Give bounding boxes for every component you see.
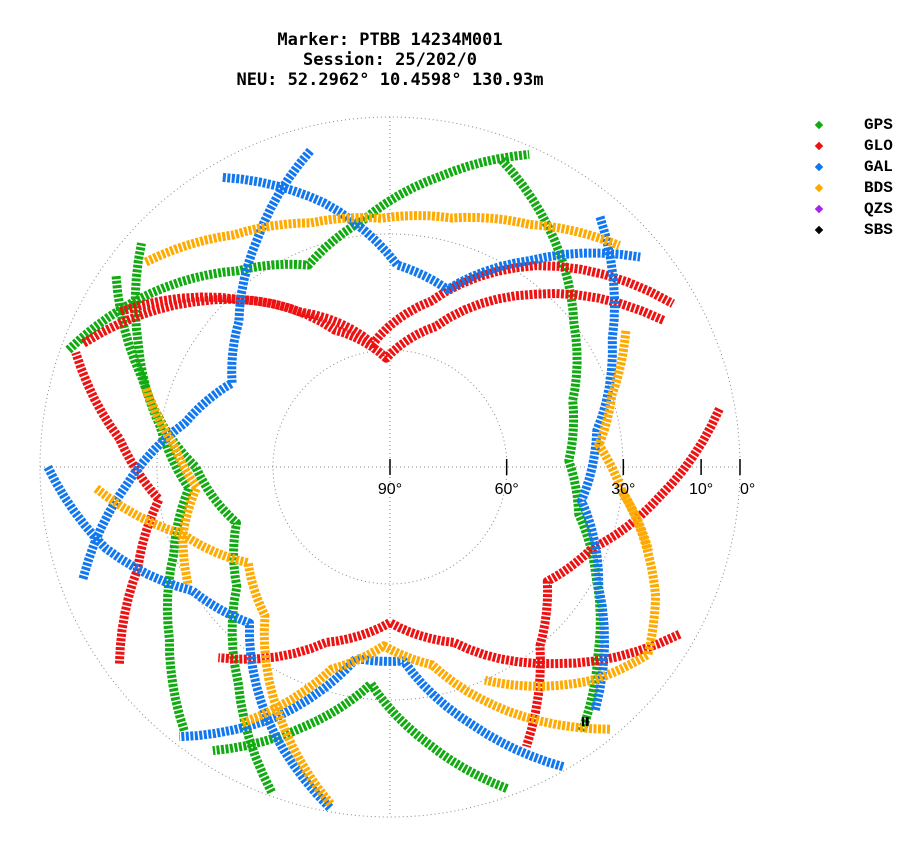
track-gal-3 <box>222 172 641 294</box>
track-glo-1 <box>81 261 676 349</box>
track-bds-0 <box>143 211 621 267</box>
series-gps <box>65 149 605 795</box>
legend-label-glo: GLO <box>864 137 893 155</box>
satellite-tracks <box>43 147 724 812</box>
title-session: Session: 25/202/0 <box>303 50 477 70</box>
track-gps-4 <box>111 274 276 795</box>
track-bds-1 <box>483 489 661 691</box>
elevation-axis: 90° 60° 30° 10° 0° <box>378 459 755 498</box>
chart-title: Marker: PTBB 14234M001 Session: 25/202/0… <box>90 30 690 90</box>
legend-label-gps: GPS <box>864 116 893 134</box>
title-marker: Marker: PTBB 14234M001 <box>277 30 503 50</box>
track-bds-5 <box>594 330 654 553</box>
legend-label-sbs: SBS <box>864 221 893 239</box>
track-gal-2 <box>577 215 620 713</box>
elevation-tick-label-60: 60° <box>495 481 519 498</box>
elevation-tick-label-0: 0° <box>740 481 755 498</box>
track-glo-2 <box>217 618 682 669</box>
track-gps-0 <box>498 157 605 733</box>
track-glo-0 <box>119 289 667 363</box>
track-gal-1 <box>78 147 315 580</box>
legend-label-gal: GAL <box>864 158 893 176</box>
track-gps-1 <box>212 679 509 793</box>
track-bds-3 <box>92 484 335 807</box>
track-glo-3 <box>522 406 724 748</box>
series-bds <box>92 211 661 807</box>
track-gal-4 <box>43 464 334 812</box>
legend-label-qzs: QZS <box>864 200 893 218</box>
series-gal <box>43 147 641 812</box>
title-position: NEU: 52.2962° 10.4598° 130.93m <box>236 70 544 90</box>
track-bds-4 <box>141 386 202 585</box>
elevation-tick-label-90: 90° <box>378 481 402 498</box>
track-bds-2 <box>240 641 611 734</box>
track-glo-4 <box>71 351 164 664</box>
track-gps-2 <box>130 242 194 732</box>
elevation-tick-label-30: 30° <box>611 481 635 498</box>
elevation-tick-label-10: 10° <box>689 481 713 498</box>
track-gps-3 <box>65 149 530 354</box>
legend-label-bds: BDS <box>864 179 893 197</box>
track-gal-0 <box>179 654 565 772</box>
series-glo <box>71 261 724 748</box>
